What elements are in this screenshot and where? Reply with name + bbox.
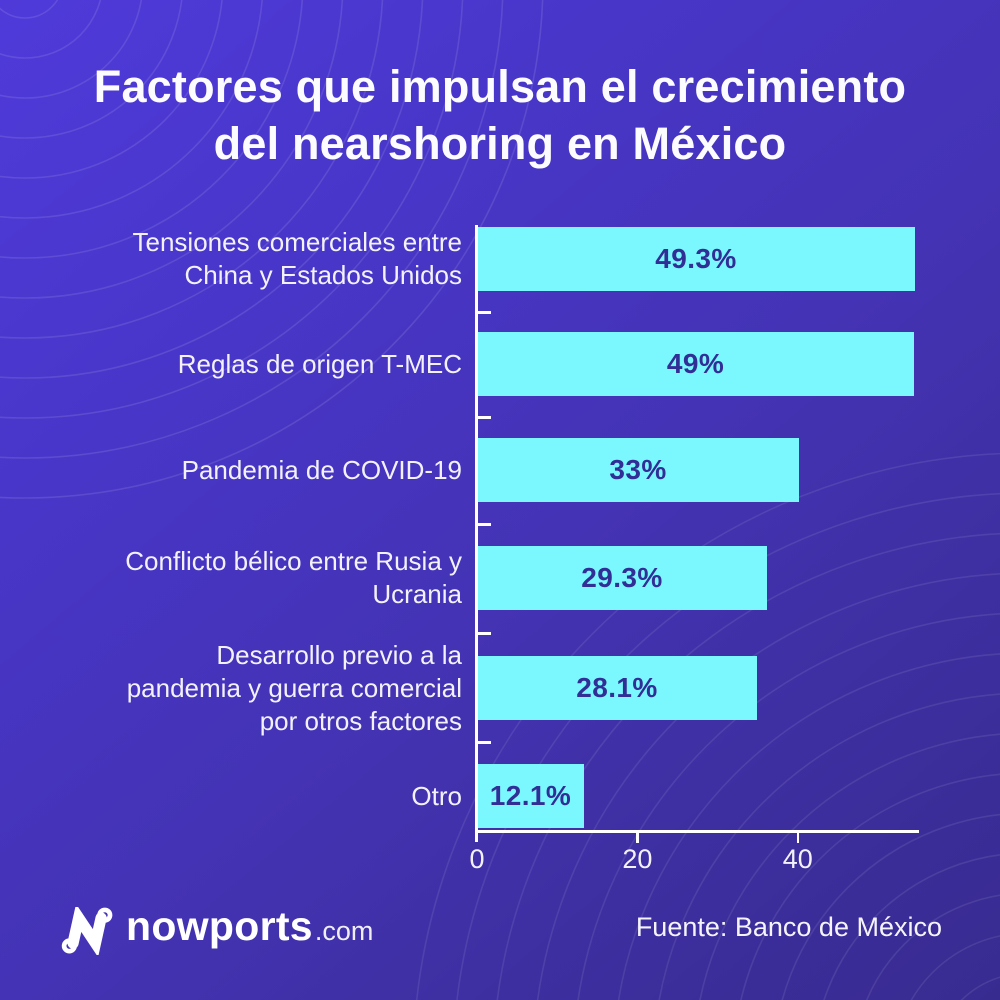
bar-value-label: 29.3% (581, 562, 663, 593)
category-label: Reglas de origen T-MEC (177, 348, 462, 379)
bar: 49.3% (477, 227, 915, 291)
brand-suffix: .com (314, 916, 374, 946)
category-label: Otro (411, 780, 462, 811)
bar-value-label: 49.3% (655, 243, 737, 274)
x-axis-tick (636, 830, 639, 843)
category-label: Desarrollo previo a la pandemia y guerra… (126, 639, 462, 736)
x-axis-tick-label: 0 (469, 844, 485, 874)
y-axis-tick (477, 523, 491, 526)
bar-value-label: 28.1% (576, 672, 658, 703)
category-label: Pandemia de COVID-19 (181, 454, 462, 485)
y-axis-tick (477, 311, 491, 314)
nowports-n-icon (61, 907, 113, 955)
y-axis-tick (477, 741, 491, 744)
category-label: Conflicto bélico entre Rusia y Ucrania (125, 546, 462, 609)
bar: 33% (477, 438, 799, 502)
x-axis-line (475, 830, 919, 833)
bar: 12.1% (477, 764, 584, 828)
title-line-1: Factores que impulsan el crecimiento (93, 61, 907, 112)
y-axis-tick (477, 416, 491, 419)
source-text: Fuente: Banco de México (635, 912, 942, 942)
bar-value-label: 12.1% (489, 780, 572, 811)
page-title: Factores que impulsan el crecimiento del… (0, 58, 1000, 172)
bar: 49% (477, 332, 914, 396)
bar: 28.1% (477, 656, 757, 720)
x-axis-tick-label: 40 (782, 844, 813, 874)
x-axis-tick-label: 20 (622, 844, 653, 874)
bar-value-label: 49% (666, 348, 725, 379)
brand-name: nowports (126, 903, 313, 949)
bar: 29.3% (477, 546, 767, 610)
category-label: Tensiones comerciales entre China y Esta… (132, 227, 463, 290)
y-axis-line (475, 225, 478, 842)
y-axis-tick (477, 632, 491, 635)
bar-value-label: 33% (609, 454, 667, 485)
nowports-logo: nowports .com (60, 903, 373, 959)
title-line-2: del nearshoring en México (213, 118, 787, 169)
x-axis-tick (796, 830, 800, 843)
